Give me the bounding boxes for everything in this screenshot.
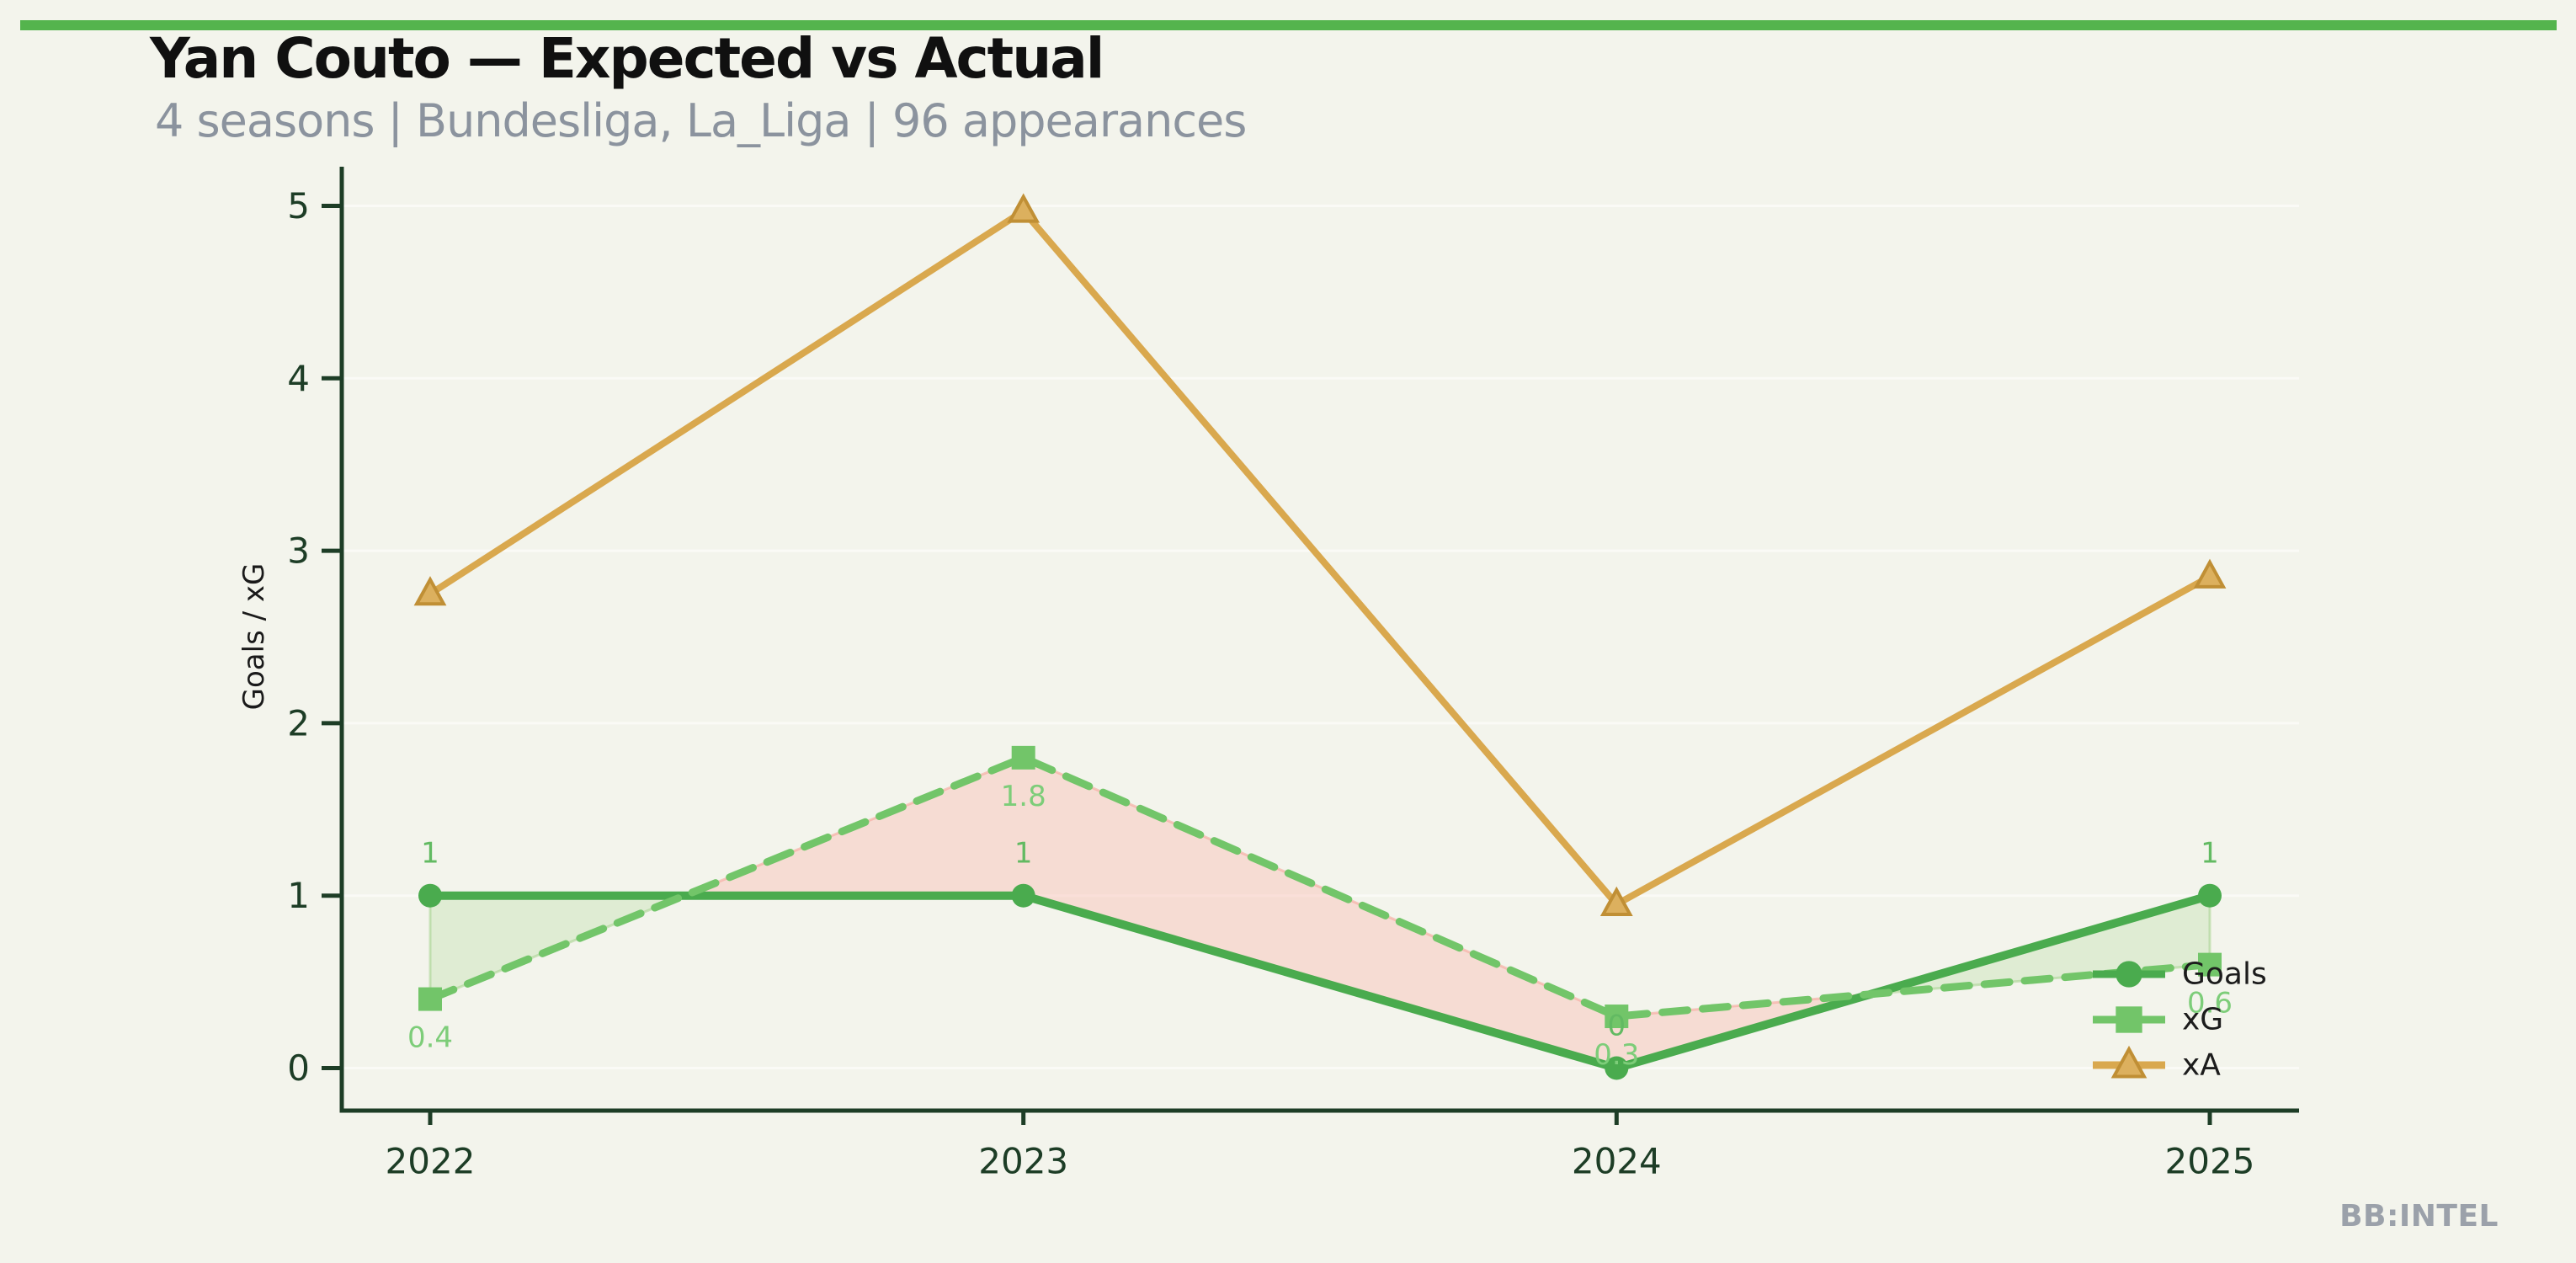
page-title: Yan Couto — Expected vs Actual (150, 26, 1104, 91)
xa-point (1007, 193, 1041, 223)
legend-label-goals: Goals (2182, 957, 2267, 992)
goals-point-label: 1 (1014, 837, 1033, 871)
xg-point (1605, 1005, 1629, 1029)
page-subtitle: 4 seasons | Bundesliga, La_Liga | 96 app… (155, 94, 1247, 147)
legend-marker-xg (2116, 1006, 2142, 1033)
y-tick-label: 0 (287, 1047, 310, 1089)
legend-marker-goals (2116, 961, 2142, 988)
xa-point (413, 576, 447, 606)
legend-marker-xa (2110, 1045, 2148, 1079)
xg-line (426, 754, 2214, 1021)
y-tick-label: 2 (287, 702, 310, 743)
x-tick-label: 2023 (978, 1141, 1068, 1182)
x-tick-label: 2025 (2165, 1141, 2255, 1182)
goals-point (1605, 1056, 1629, 1080)
xg-point (418, 987, 442, 1011)
xg-point-label: 0.3 (1594, 1038, 1639, 1072)
y-tick-label: 1 (287, 875, 310, 916)
fill-region-underperform (683, 756, 1872, 1069)
top-accent-bar (20, 20, 2557, 30)
y-tick-label: 5 (287, 185, 310, 226)
x-tick-label: 2024 (1572, 1141, 1662, 1182)
xg-point-label: 1.8 (1001, 780, 1046, 813)
xa-line (427, 207, 2213, 908)
xa-point (2193, 558, 2227, 589)
legend-label-xa: xA (2182, 1048, 2221, 1083)
goals-point-label: 0 (1607, 1010, 1626, 1043)
xg-point (2198, 952, 2222, 977)
goals-point (1011, 883, 1035, 908)
legend-label-xg: xG (2182, 1003, 2223, 1037)
xg-point (1011, 745, 1035, 770)
goals-point (418, 883, 442, 908)
y-tick-label: 3 (287, 530, 310, 572)
goals-point-label: 1 (421, 837, 439, 871)
xg-point-label: 0.6 (2187, 987, 2233, 1021)
y-tick-label: 4 (287, 358, 310, 399)
watermark-brand: BB:INTEL (2339, 1199, 2499, 1234)
goals-point (2198, 883, 2222, 908)
goals-point-label: 1 (2201, 837, 2219, 871)
xg-point-label: 0.4 (407, 1021, 453, 1055)
y-axis-title: Goals / xG (237, 563, 271, 711)
x-tick-label: 2022 (386, 1141, 476, 1182)
goals-line (426, 891, 2214, 1073)
xa-point (1599, 886, 1633, 916)
